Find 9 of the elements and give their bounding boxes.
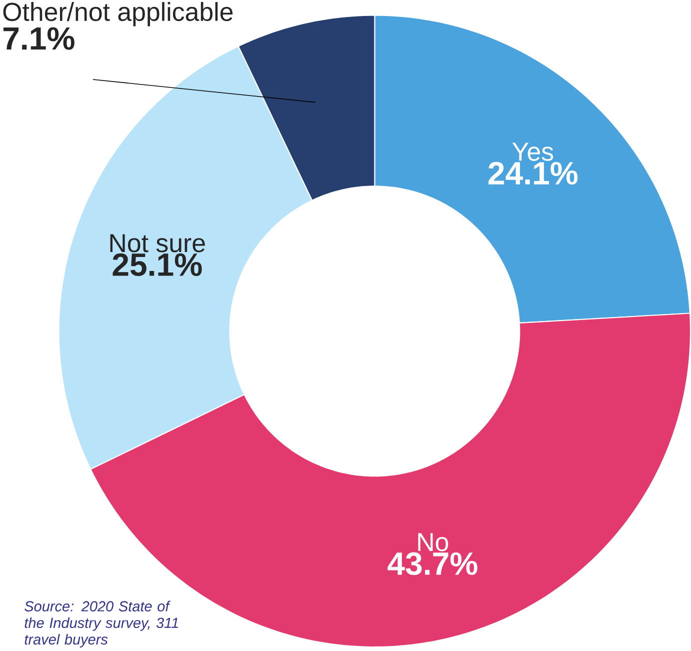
data-label: 25.1% [112, 253, 202, 276]
source-note: Source: 2020 State of the Industry survey, 311 travel buyers [24, 600, 178, 648]
slice-label: Yes [512, 142, 554, 161]
slice-label: No [418, 533, 448, 552]
data-label: 7.1% [3, 27, 74, 50]
data-label: 24.1% [488, 162, 578, 185]
data-label: 43.7% [388, 552, 478, 576]
slice-label: Other/not applicable [3, 2, 233, 26]
slice-label: Not sure [110, 234, 205, 252]
